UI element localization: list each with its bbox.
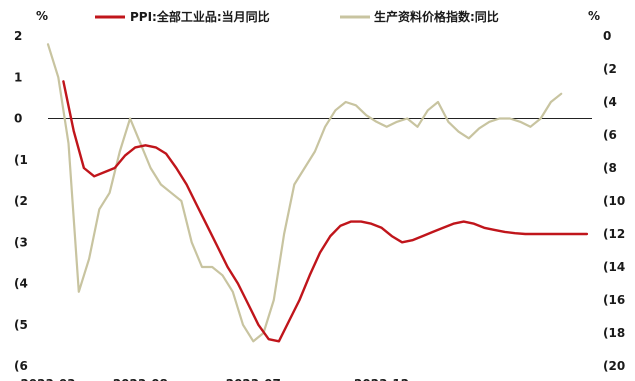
x-tick-label: 2023-03 <box>20 377 75 381</box>
left-tick-label: (2 <box>14 194 28 208</box>
x-axis: 2023-03 2023-08 2023-07 2023-12 <box>20 377 409 381</box>
left-tick-label: (3 <box>14 235 28 249</box>
left-tick-label: 2 <box>14 29 22 43</box>
right-tick-label: (14 <box>603 260 625 274</box>
left-tick-label: 0 <box>14 112 22 126</box>
right-tick-label: (4 <box>603 95 617 109</box>
right-tick-label: (18 <box>603 326 625 340</box>
series-line-ppi <box>62 80 589 343</box>
x-tick-label: 2023-08 <box>113 377 168 381</box>
right-tick-label: (6 <box>603 128 617 142</box>
x-tick-label: 2023-12 <box>354 377 409 381</box>
right-tick-label: (16 <box>603 293 625 307</box>
right-unit-label: % <box>588 9 600 23</box>
right-tick-label: (2 <box>603 62 617 76</box>
left-tick-label: (6 <box>14 359 28 373</box>
left-tick-label: (4 <box>14 277 28 291</box>
left-tick-label: (1 <box>14 153 28 167</box>
right-tick-label: (10 <box>603 194 625 208</box>
legend: PPI:全部工业品:当月同比 生产资料价格指数:同比 <box>95 9 499 24</box>
series-group <box>46 43 589 343</box>
legend-label: PPI:全部工业品:当月同比 <box>130 9 270 24</box>
right-tick-label: 0 <box>603 29 611 43</box>
left-axis: % 2 1 0 (1 (2 (3 (4 (5 (6 <box>14 9 48 373</box>
left-tick-label: 1 <box>14 70 22 84</box>
right-axis: %0 (2 (4 (6 (8 (10 (12 (14 (16 (18 (20 <box>588 9 625 373</box>
left-tick-label: (5 <box>14 318 28 332</box>
series-line-producer-price <box>46 43 563 343</box>
x-tick-label: 2023-07 <box>226 377 281 381</box>
right-tick-label: (12 <box>603 227 625 241</box>
left-unit-label: % <box>36 9 48 23</box>
legend-label: 生产资料价格指数:同比 <box>374 9 499 24</box>
right-tick-label: (20 <box>603 359 625 373</box>
right-tick-label: (8 <box>603 161 617 175</box>
